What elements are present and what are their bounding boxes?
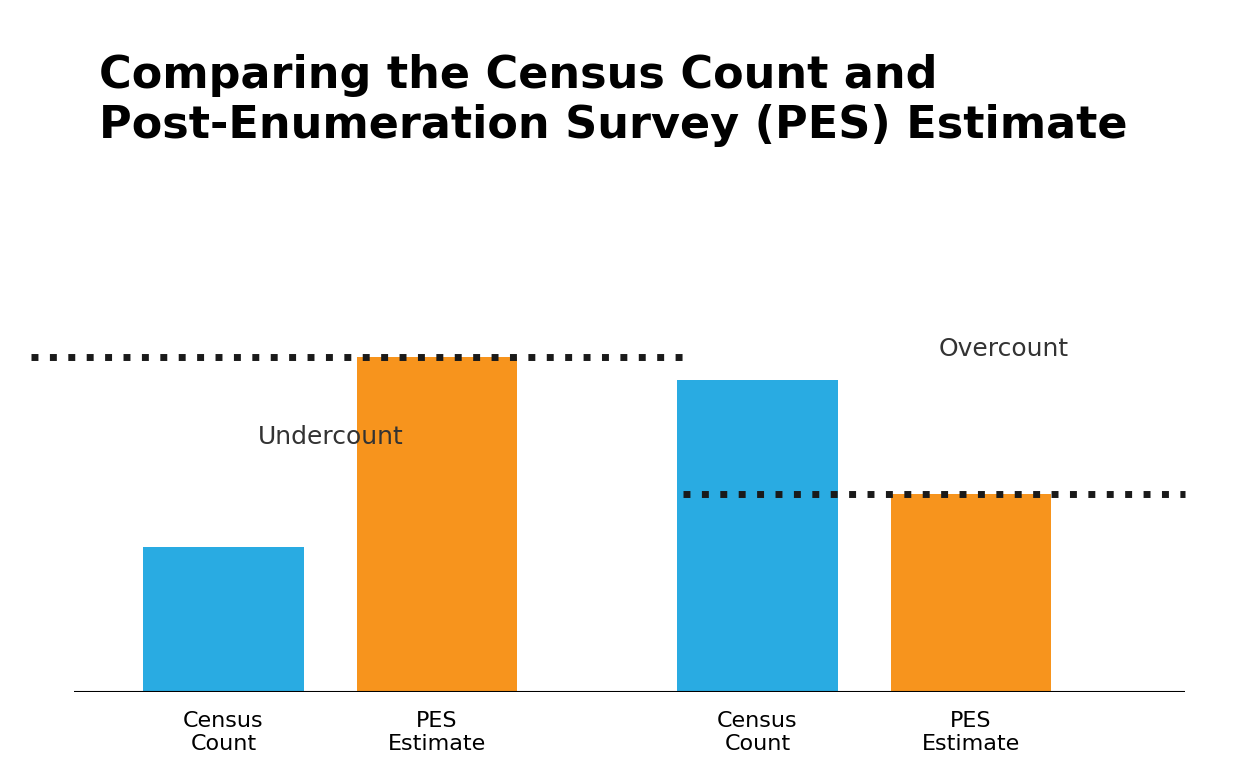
- Text: Undercount: Undercount: [258, 425, 404, 449]
- Bar: [677, 380, 838, 692]
- Bar: [143, 548, 304, 692]
- Text: Comparing the Census Count and
Post-Enumeration Survey (PES) Estimate: Comparing the Census Count and Post-Enum…: [99, 54, 1127, 147]
- Bar: [357, 357, 517, 692]
- Bar: [891, 494, 1051, 692]
- Text: Overcount: Overcount: [939, 338, 1069, 361]
